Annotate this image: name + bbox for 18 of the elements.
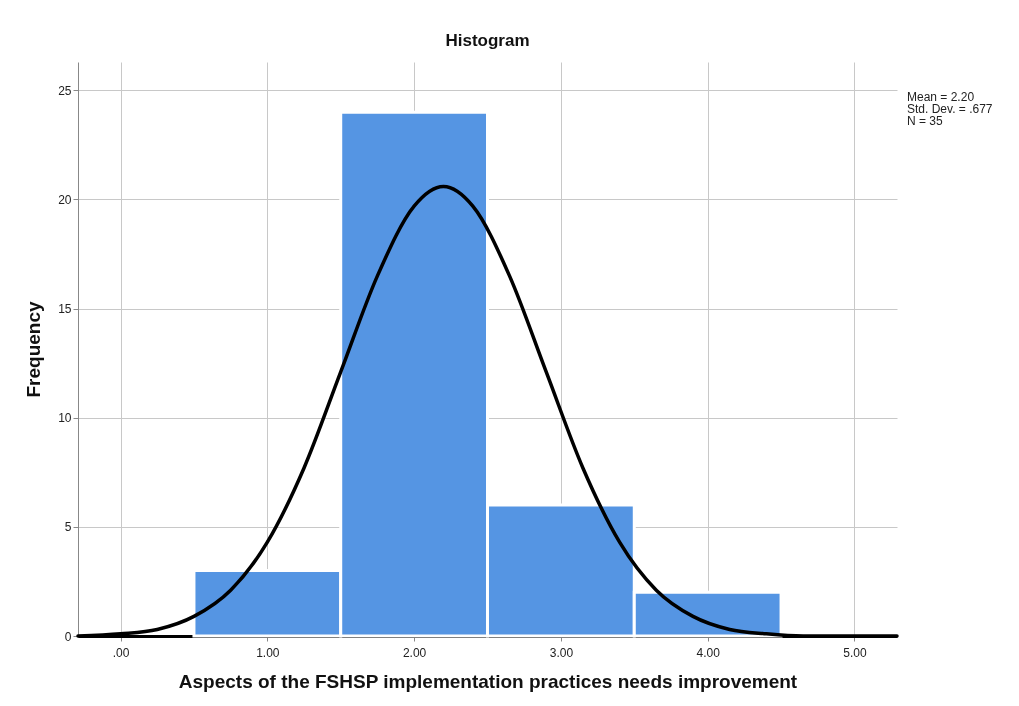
y-tick-label: 25 bbox=[58, 83, 72, 98]
x-tick-label: 1.00 bbox=[256, 645, 280, 660]
text: Mean = 2.20 bbox=[907, 90, 975, 104]
x-axis-title: Aspects of the FSHSP implementation practices needs improvement bbox=[178, 670, 798, 692]
y-tick-label: 5 bbox=[64, 520, 72, 535]
y-tick-label: 0 bbox=[64, 629, 72, 644]
x-tick-label: 2.00 bbox=[402, 645, 427, 660]
y-axis-title: Frequency bbox=[23, 301, 45, 398]
chart-title: Histogram bbox=[445, 31, 530, 50]
y-tick-label: 10 bbox=[58, 411, 72, 426]
x-tick-label: .00 bbox=[112, 645, 130, 660]
text: Std. Dev. = .677 bbox=[907, 102, 993, 116]
x-tick-label: 3.00 bbox=[549, 645, 574, 660]
x-tick-label: 4.00 bbox=[696, 645, 721, 660]
y-tick-label: 20 bbox=[58, 193, 72, 207]
text: N = 35 bbox=[907, 114, 944, 128]
y-tick-label: 15 bbox=[58, 302, 72, 317]
x-tick-label: 5.00 bbox=[843, 645, 867, 660]
